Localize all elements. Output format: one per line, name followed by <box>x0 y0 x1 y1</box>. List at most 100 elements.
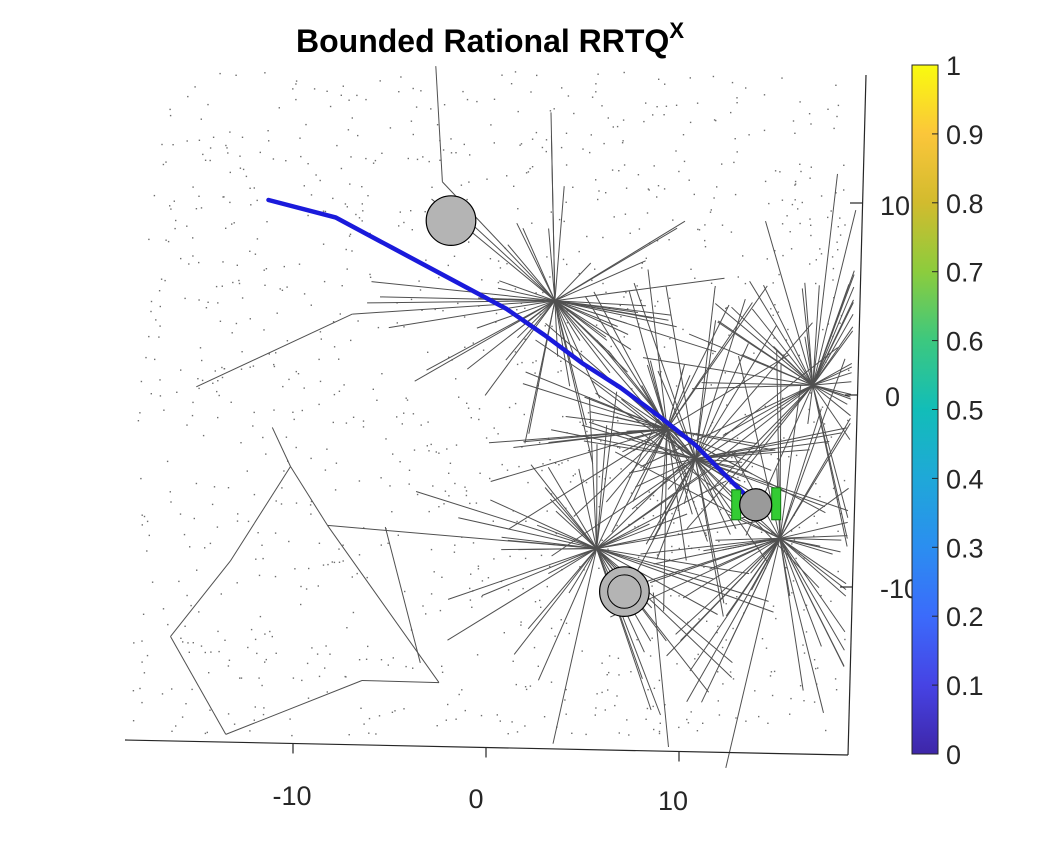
tree-edge <box>596 548 750 575</box>
sample-point <box>710 209 712 211</box>
tree-edge <box>779 538 791 597</box>
tree-edge <box>229 466 291 562</box>
sample-point <box>253 187 255 189</box>
tree-edge <box>554 277 725 302</box>
sample-point <box>573 112 575 115</box>
sample-point <box>595 324 598 326</box>
sample-point <box>448 495 450 497</box>
sample-point <box>770 453 772 456</box>
sample-point <box>363 527 365 529</box>
sample-point <box>241 136 244 138</box>
tree-edge <box>507 244 556 302</box>
sample-point <box>524 307 526 309</box>
sample-point <box>195 208 198 210</box>
sample-point <box>544 325 546 327</box>
sample-point <box>264 284 266 286</box>
sample-point <box>805 631 808 633</box>
sample-point <box>636 639 638 641</box>
sample-point <box>530 91 532 93</box>
sample-point <box>607 689 609 691</box>
sample-point <box>300 603 302 606</box>
sample-point <box>765 647 768 649</box>
sample-point <box>263 329 265 331</box>
sample-point <box>425 613 427 615</box>
sample-point <box>815 282 817 285</box>
sample-point <box>198 387 200 390</box>
sample-point <box>844 638 846 641</box>
tree-edge <box>554 300 587 426</box>
sample-point <box>470 417 472 419</box>
sample-point <box>555 532 557 535</box>
sample-point <box>338 548 340 550</box>
sample-point <box>704 246 707 248</box>
sample-point <box>132 720 135 722</box>
sample-point <box>602 282 604 285</box>
sample-point <box>571 732 573 734</box>
sample-point <box>629 232 631 234</box>
sample-point <box>283 265 285 268</box>
sample-point <box>495 312 498 315</box>
sample-point <box>790 697 792 700</box>
sample-point <box>625 187 628 189</box>
sample-point <box>143 672 146 674</box>
sample-point <box>267 130 269 132</box>
sample-point <box>721 646 724 649</box>
tree-edge <box>689 538 781 672</box>
sample-point <box>745 87 747 89</box>
sample-point <box>701 508 703 510</box>
sample-point <box>730 231 733 233</box>
sample-point <box>140 380 143 383</box>
tree-edge <box>631 458 696 510</box>
sample-point <box>322 564 325 566</box>
sample-point <box>460 184 463 186</box>
sample-point <box>295 98 297 101</box>
sample-point <box>835 192 837 194</box>
sample-point <box>535 131 538 134</box>
sample-point <box>348 734 350 736</box>
trajectory-line <box>266 197 758 508</box>
sample-point <box>408 469 411 471</box>
sample-point <box>585 733 587 736</box>
tree-edge <box>741 384 814 475</box>
sample-point <box>419 289 422 291</box>
sample-point <box>298 263 301 265</box>
sample-point <box>773 670 776 673</box>
tree-edge <box>626 428 668 432</box>
sample-point <box>785 567 787 569</box>
sample-point <box>141 514 143 516</box>
sample-point <box>265 453 267 455</box>
tree-edge <box>554 227 678 302</box>
sample-point <box>595 179 597 181</box>
tree-edge <box>683 458 696 505</box>
sample-point <box>272 158 275 160</box>
tree-edge <box>812 362 853 386</box>
sample-point <box>614 704 616 707</box>
sample-point <box>476 100 478 103</box>
sample-point <box>617 446 619 448</box>
sample-point <box>733 161 735 164</box>
tree-edge <box>812 384 852 400</box>
sample-point <box>161 693 164 695</box>
sample-point <box>261 684 263 687</box>
sample-point <box>628 523 630 526</box>
sample-point <box>368 732 370 734</box>
sample-point <box>363 723 365 725</box>
sample-point <box>508 406 511 409</box>
sample-point <box>275 652 277 654</box>
sample-point <box>391 711 394 713</box>
sample-point <box>652 705 654 708</box>
sample-point <box>825 729 827 732</box>
sample-point <box>564 699 566 701</box>
sample-point <box>697 653 699 656</box>
tree-edge <box>779 537 842 541</box>
sample-point <box>787 328 789 331</box>
tree-edge <box>518 548 597 551</box>
sample-point <box>295 83 297 85</box>
sample-point <box>810 392 812 394</box>
tree-edge <box>694 458 820 589</box>
sample-point <box>189 546 191 548</box>
sample-point <box>731 456 733 459</box>
sample-point <box>238 282 241 285</box>
sample-point <box>292 677 295 679</box>
sample-point <box>507 589 510 591</box>
